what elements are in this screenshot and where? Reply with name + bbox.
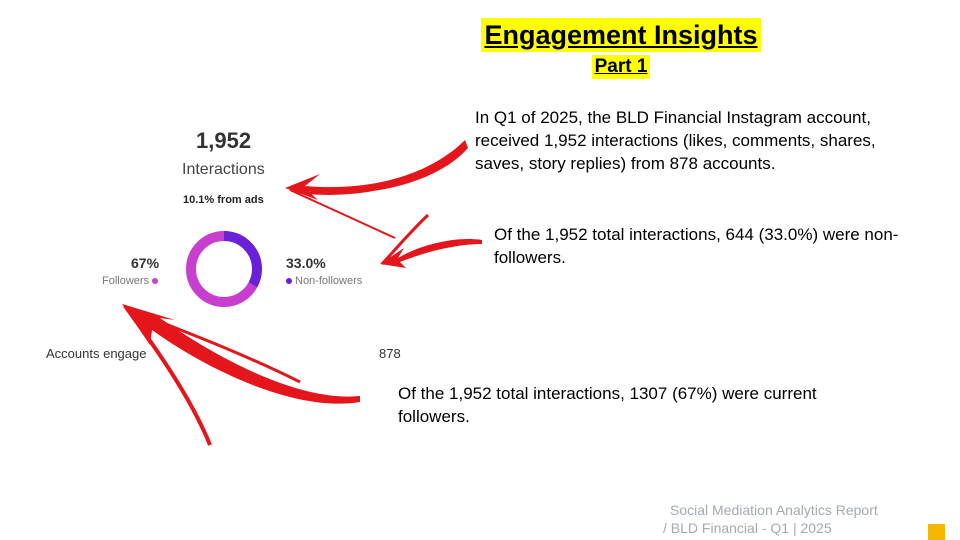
non-followers-percent: 33.0%: [286, 255, 326, 271]
followers-legend: Followers: [102, 275, 159, 287]
followers-percent: 67%: [131, 255, 160, 271]
footer: Social Mediation Analytics Report / BLD …: [663, 501, 878, 537]
followers-legend-dot: [152, 278, 159, 285]
non-followers-legend-label: Non-followers: [295, 275, 363, 287]
ads-note: 10.1% from ads: [183, 194, 264, 206]
corner-accent-square: [928, 524, 945, 540]
non-followers-paragraph: Of the 1,952 total interactions, 644 (33…: [494, 225, 899, 267]
interactions-paragraph: In Q1 of 2025, the BLD Financial Instagr…: [475, 108, 876, 173]
interactions-total: 1,952: [196, 128, 252, 153]
non-followers-legend-dot: [286, 278, 292, 285]
accounts-engaged-label: Accounts engage: [46, 346, 147, 361]
footer-company-period: / BLD Financial - Q1 | 2025: [663, 520, 832, 536]
followers-paragraph: Of the 1,952 total interactions, 1307 (6…: [398, 384, 817, 426]
red-brush-arrow-icon: [285, 140, 468, 239]
footer-report-title: Social Mediation Analytics Report: [670, 502, 878, 518]
interactions-label: Interactions: [182, 161, 265, 178]
followers-donut-chart: [186, 231, 262, 307]
red-brush-arrow-icon: [122, 304, 360, 446]
red-brush-arrow-icon: [380, 213, 482, 268]
header: Engagement Insights Part 1: [470, 18, 772, 79]
accounts-engaged-value: 878: [379, 346, 401, 361]
page-title: Engagement Insights: [481, 18, 761, 52]
donut-segment-non-followers: [186, 231, 262, 307]
followers-legend-label: Followers: [102, 275, 150, 287]
non-followers-legend: Non-followers: [286, 275, 362, 287]
page-subtitle: Part 1: [591, 55, 651, 79]
